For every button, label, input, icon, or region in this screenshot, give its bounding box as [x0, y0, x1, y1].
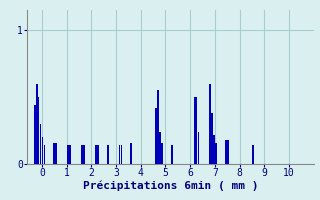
Bar: [155, 108, 157, 164]
Bar: [212, 113, 213, 164]
Bar: [97, 145, 99, 164]
Bar: [67, 145, 69, 164]
Bar: [38, 97, 39, 164]
Bar: [107, 145, 108, 164]
Bar: [131, 143, 132, 164]
Bar: [210, 84, 211, 164]
Bar: [161, 143, 163, 164]
Bar: [213, 135, 215, 164]
Bar: [42, 137, 44, 164]
Bar: [225, 140, 227, 164]
Bar: [119, 145, 120, 164]
Bar: [53, 143, 55, 164]
Bar: [83, 145, 85, 164]
Bar: [196, 97, 197, 164]
Bar: [171, 145, 173, 164]
Bar: [157, 90, 159, 164]
Bar: [81, 145, 83, 164]
Bar: [34, 105, 36, 164]
Bar: [36, 84, 37, 164]
Bar: [69, 145, 71, 164]
Bar: [55, 143, 57, 164]
Bar: [198, 132, 199, 164]
Bar: [194, 97, 196, 164]
X-axis label: Précipitations 6min ( mm ): Précipitations 6min ( mm ): [83, 181, 258, 191]
Bar: [95, 145, 97, 164]
Bar: [227, 140, 229, 164]
Bar: [44, 145, 45, 164]
Bar: [159, 132, 161, 164]
Bar: [40, 124, 42, 164]
Bar: [121, 145, 123, 164]
Bar: [252, 145, 254, 164]
Bar: [215, 143, 217, 164]
